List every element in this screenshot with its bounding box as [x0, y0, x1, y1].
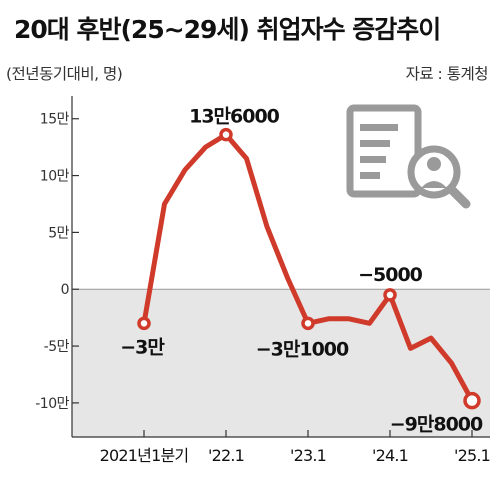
- data-label: −9만8000: [390, 414, 483, 436]
- data-point-marker: [463, 391, 481, 410]
- y-tick-label: -10만: [35, 396, 69, 412]
- data-point-marker: [383, 288, 397, 302]
- data-labels: −3만 13만6000 −3만1000 −5000 −9만8000: [120, 106, 484, 436]
- document-search-icon: [346, 104, 471, 209]
- y-tick-label: 15만: [40, 112, 70, 128]
- data-label: 13만6000: [189, 106, 280, 128]
- x-tick-label: '25.1: [454, 446, 490, 465]
- y-tick-label: 0: [61, 282, 69, 298]
- x-tick-label: '23.1: [290, 446, 326, 465]
- chart-title: 20대 후반(25~29세) 취업자수 증감추이: [14, 15, 441, 44]
- data-point-marker: [301, 316, 315, 331]
- series-line: [137, 127, 481, 410]
- y-tick-label: 5만: [48, 225, 69, 241]
- data-label: −3만1000: [256, 338, 349, 360]
- x-tick-label: '22.1: [208, 446, 244, 465]
- chart-axes: 15만 10만 5만 0 -5만 -10만 2021년1분기 '22.1 '23.1 '24.1 '…: [35, 96, 491, 465]
- negative-region: [72, 289, 490, 437]
- source-note: 자료 : 통계청: [405, 65, 489, 83]
- chart-subtitle: (전년동기대비, 명): [6, 65, 123, 83]
- y-tick-label: 10만: [40, 169, 70, 185]
- data-point-marker: [137, 316, 151, 331]
- data-point-marker: [219, 127, 233, 142]
- data-label: −3만: [120, 336, 165, 358]
- x-tick-label: '24.1: [372, 446, 408, 465]
- x-tick-label: 2021년1분기: [100, 446, 189, 465]
- y-tick-label: -5만: [44, 339, 70, 355]
- data-label: −5000: [358, 264, 423, 286]
